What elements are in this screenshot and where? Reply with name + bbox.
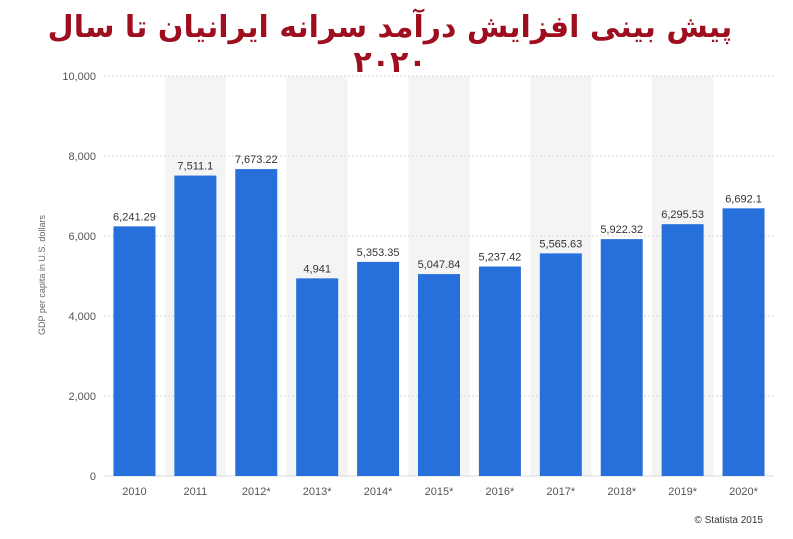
y-tick-label: 8,000 <box>68 151 96 163</box>
data-label: 6,692.1 <box>725 193 762 205</box>
bar <box>174 175 217 476</box>
bar <box>478 266 521 476</box>
y-tick-label: 6,000 <box>68 231 96 243</box>
x-tick-label: 2017* <box>546 486 575 498</box>
x-tick-label: 2010 <box>122 486 146 498</box>
data-label: 5,237.42 <box>478 252 521 264</box>
y-tick-label: 2,000 <box>68 391 96 403</box>
bar <box>357 261 400 476</box>
data-label: 6,295.53 <box>661 209 704 221</box>
x-tick-label: 2011 <box>184 486 208 498</box>
x-tick-label: 2012* <box>242 486 271 498</box>
bar <box>235 169 278 476</box>
bar <box>418 274 460 476</box>
bar <box>296 278 339 476</box>
y-tick-label: 10,000 <box>62 71 96 83</box>
x-tick-label: 2020* <box>729 486 758 498</box>
data-label: 4,941 <box>303 263 331 275</box>
data-label: 5,922.32 <box>600 224 643 236</box>
x-tick-label: 2019* <box>668 486 697 498</box>
bar <box>539 253 582 476</box>
x-tick-label: 2018* <box>607 486 636 498</box>
data-label: 5,353.35 <box>357 247 400 259</box>
data-label: 6,241.29 <box>113 211 156 223</box>
y-tick-label: 4,000 <box>68 311 96 323</box>
y-tick-label: 0 <box>90 471 96 483</box>
x-tick-label: 2016* <box>486 486 515 498</box>
x-tick-label: 2014* <box>364 486 393 498</box>
bar <box>600 239 643 476</box>
x-tick-label: 2015* <box>425 486 454 498</box>
bar <box>722 208 765 477</box>
statista-credit: © Statista 2015 <box>694 515 763 526</box>
x-tick-label: 2013* <box>303 486 332 498</box>
bar <box>661 224 704 476</box>
data-label: 5,565.63 <box>539 238 582 250</box>
chart-title: پیش بینی افزایش درآمد سرانه ایرانیان تا … <box>47 10 733 80</box>
bar <box>113 226 156 476</box>
data-label: 5,047.84 <box>418 259 461 271</box>
data-label: 7,673.22 <box>235 154 278 166</box>
data-label: 7,511.1 <box>177 161 213 173</box>
